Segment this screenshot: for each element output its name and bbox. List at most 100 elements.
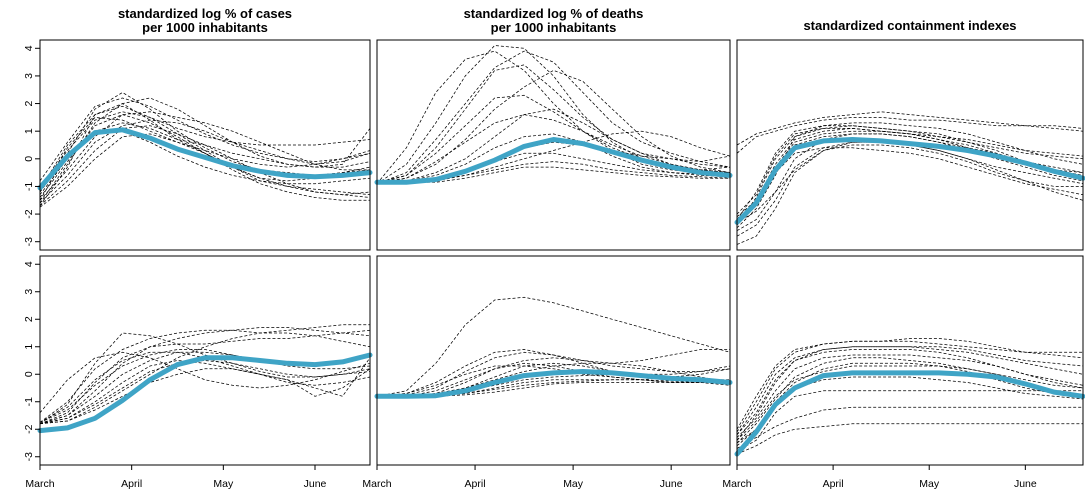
panel-0-ytick-label-2: 2 [23,100,35,106]
panel-3-ytick-label-3: 3 [23,289,35,295]
panel-3-ytick-label-4: 4 [23,261,35,267]
panel-title-1-line-1: per 1000 inhabitants [491,20,617,35]
panel-4-curve-2 [377,349,730,397]
panel-3-curve-1 [39,327,371,425]
panel-0-ytick-label-4: 4 [23,45,35,51]
panel-5-curve-3 [736,423,1083,455]
panel-4-curve-6 [377,379,731,397]
panel-title-0-line-0: standardized log % of cases [118,6,292,21]
panel-4-curve-0 [376,296,731,397]
panel-0-curve-0 [39,103,371,207]
panel-title-2-line-0: standardized containment indexes [803,18,1016,33]
panel-0-curve-2 [39,117,371,193]
panel-2-curve-9 [736,141,1084,237]
panel-3-xtick-label-1: April [121,478,142,490]
panel-5-xtick-label-1: April [823,478,844,490]
panel-4-curve-11 [377,382,730,397]
panel-5-curve-11 [736,349,1084,436]
panel-5-curve-8 [736,362,1084,447]
panel-title-0-line-1: per 1000 inhabitants [142,20,268,35]
panel-2-curve-1 [736,125,1084,220]
panel-5-curve-4 [736,406,1083,449]
panel-2-frame [736,39,1084,251]
panel-3-curve-6 [39,329,371,425]
panel-1-curve-0 [376,50,731,184]
panel-3-frame [39,255,371,466]
panel-3-curve-7 [39,368,371,425]
panel-3-curve-8 [39,324,370,423]
panel-0-ytick-label--3: -3 [23,237,35,246]
panel-0-ytick-label-0: 0 [23,156,35,162]
panel-0-curve-1 [39,92,371,201]
panel-4-xtick-label-1: April [465,478,486,490]
panel-3-ytick-label-0: 0 [23,371,35,377]
panel-5-curve-0 [736,346,1084,436]
panel-0-curve-4 [39,133,371,208]
panel-5-curve-9 [736,365,1084,441]
panel-4-curve-9 [376,365,730,397]
panel-3-ytick-label-1: 1 [23,344,35,350]
panel-5-xtick-label-2: May [919,478,940,490]
panel-title-1-line-0: standardized log % of deaths [464,6,644,21]
panel-3-curve-11 [39,351,371,423]
panel-3-mean-line [37,352,373,434]
panel-5-curve-1 [736,340,1083,430]
panel-3-curve-4 [39,349,371,423]
panel-5-frame [736,255,1084,466]
panel-2-mean-line [734,137,1085,225]
panel-4-frame [376,255,731,466]
panel-4-mean-line [374,369,733,399]
panel-0-curve-5 [39,97,371,182]
panel-2-curve-11 [736,144,1083,245]
panel-3-curve-5 [39,357,371,425]
panel-2-curve-0 [736,122,1084,229]
panel-4-curve-4 [377,362,731,397]
panel-0-curve-6 [39,114,370,201]
panel-1-mean-line [374,137,733,185]
panel-0-curve-12 [39,111,370,201]
panel-0-curve-8 [39,97,371,204]
panel-0-ytick-label-3: 3 [23,73,35,79]
panel-1-curve-9 [376,133,731,183]
panel-3-ytick-label--3: -3 [23,452,35,461]
panel-4-curve-5 [376,351,731,397]
panel-0-ytick-label--1: -1 [23,182,35,191]
panel-2-curve-10 [736,125,1084,215]
panel-2-curve-3 [736,111,1084,146]
panel-0-curve-9 [39,111,371,187]
panel-4-xtick-label-2: May [563,478,584,490]
panel-5-mean-line [734,370,1085,457]
panel-3-xtick-label-2: May [213,478,234,490]
panel-3-xtick-label-0: March [25,478,54,490]
panel-1-frame [376,39,731,251]
panel-0-ytick-label-1: 1 [23,128,35,134]
panel-1-curve-12 [377,152,731,183]
panel-3-curve-10 [39,360,371,425]
panel-3-xtick-label-3: June [304,478,327,490]
panel-3-curve-2 [39,351,371,414]
panel-3-ytick-label-2: 2 [23,316,35,322]
panel-0-ytick-label--2: -2 [23,209,35,218]
panel-0-mean-line [37,127,373,191]
panel-4-xtick-label-0: March [362,478,391,490]
panel-1-curve-13 [376,50,731,185]
panel-5-curve-12 [736,357,1084,444]
panel-0-curve-3 [39,119,371,204]
panel-1-curve-11 [376,114,731,185]
panel-5-curve-2 [736,346,1084,441]
panel-5-curve-6 [736,354,1084,438]
panel-5-xtick-label-0: March [722,478,751,490]
panel-5-curve-5 [736,376,1084,444]
panel-0-frame [39,39,371,251]
panel-4-xtick-label-3: June [660,478,683,490]
panel-1-curve-8 [377,161,731,183]
panel-1-curve-3 [376,69,731,183]
panel-1-curve-10 [376,166,730,185]
panel-2-curve-7 [736,147,1084,226]
panel-1-curve-1 [376,45,731,185]
panel-2-curve-6 [736,130,1084,218]
panel-5-curve-10 [736,390,1083,452]
panel-3-ytick-label--2: -2 [23,424,35,433]
panel-2-curve-2 [736,117,1084,154]
